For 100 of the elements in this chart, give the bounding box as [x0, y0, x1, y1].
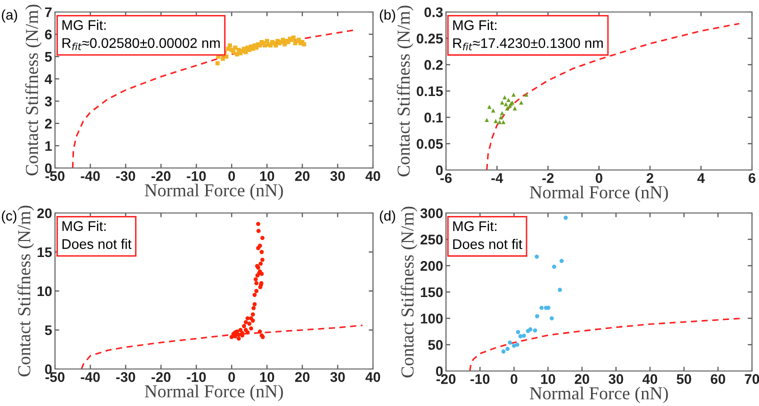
point — [498, 115, 503, 120]
x-tick-label: -40 — [80, 171, 100, 181]
point — [245, 330, 250, 334]
x-tick-label: 10 — [260, 372, 274, 382]
point — [494, 118, 498, 124]
point — [505, 106, 510, 110]
y-tick-label: 0.2 — [424, 60, 443, 70]
point — [260, 258, 264, 262]
point — [518, 334, 523, 338]
y-tick-label: 7 — [45, 7, 52, 18]
y-axis-title: Contact Stiffness (N/m) — [17, 206, 34, 376]
y-tick-label: 300 — [420, 208, 443, 218]
point — [233, 46, 238, 50]
x-tick-label: 4 — [697, 173, 705, 183]
point — [251, 306, 256, 310]
x-tick-label: -20 — [152, 372, 170, 382]
point — [505, 346, 510, 351]
point — [516, 330, 520, 334]
x-tick-label: 30 — [608, 374, 624, 384]
y-tick-label: 5 — [44, 325, 52, 336]
x-tick-label: 10 — [541, 374, 556, 384]
y-tick-label: 150 — [420, 287, 443, 298]
x-tick-label: 20 — [295, 171, 310, 181]
y-tick-label: 0.3 — [424, 7, 443, 18]
point — [484, 118, 489, 122]
point — [256, 228, 261, 234]
chart-title: (d) — [380, 210, 396, 224]
x-tick-label: -40 — [80, 372, 100, 382]
x-tick-label: 0 — [596, 173, 602, 183]
x-tick-label: -20 — [152, 171, 170, 181]
annotation: MG Fit: Does not fit — [62, 220, 132, 249]
x-tick-label: 30 — [330, 372, 345, 382]
y-tick-label: 3 — [44, 96, 52, 106]
chart-title: (b) — [380, 10, 396, 22]
y-tick-label: 0.15 — [416, 86, 443, 96]
x-tick-label: 30 — [330, 171, 345, 181]
point — [550, 316, 554, 320]
x-tick-label: -50 — [46, 372, 64, 382]
point — [250, 318, 255, 323]
y-tick-label: 4 — [44, 74, 52, 84]
x-tick-label: 40 — [642, 374, 658, 384]
point — [512, 106, 517, 110]
x-tick-label: -10 — [470, 374, 490, 384]
x-tick-label: 40 — [365, 171, 380, 181]
point — [228, 43, 232, 48]
y-tick-label: 200 — [420, 261, 443, 271]
point — [508, 340, 512, 345]
x-tick-label: 50 — [676, 374, 692, 384]
y-axis-title: Contact Stiffness (N/m) — [396, 6, 414, 176]
point — [220, 56, 225, 61]
point — [260, 250, 264, 254]
point — [258, 262, 263, 266]
point — [522, 334, 526, 338]
y-tick-label: 50 — [428, 340, 443, 350]
point — [501, 120, 506, 124]
point — [254, 281, 258, 286]
x-tick-label: -10 — [186, 171, 206, 181]
y-tick-label: 0.25 — [416, 34, 443, 44]
point — [215, 61, 220, 66]
point — [491, 108, 496, 113]
point — [258, 329, 262, 334]
x-tick-label: -30 — [116, 171, 136, 181]
x-tick-label: 0 — [228, 372, 235, 382]
point — [260, 236, 264, 240]
x-tick-label: -6 — [440, 173, 452, 183]
point — [501, 349, 506, 354]
point — [564, 216, 568, 220]
y-tick-label: 5 — [44, 52, 52, 62]
y-tick-label: 10 — [38, 286, 52, 296]
x-tick-label: -50 — [46, 171, 64, 181]
x-tick-label: 20 — [295, 372, 310, 382]
y-axis-title: Contact Stiffness (N/m) — [25, 4, 42, 176]
x-tick-label: 40 — [365, 372, 380, 382]
point — [282, 42, 287, 46]
point — [254, 277, 258, 282]
point — [539, 306, 544, 310]
x-tick-label: 2 — [646, 173, 654, 183]
x-tick-label: 70 — [744, 374, 759, 384]
point — [500, 100, 504, 105]
point — [528, 327, 532, 332]
point — [560, 258, 564, 264]
y-axis-title: Contact Stiffness (N/m) — [400, 206, 418, 378]
point — [250, 312, 255, 316]
chart-title: (a) — [2, 10, 18, 22]
point — [247, 322, 252, 326]
y-tick-label: 0 — [45, 163, 52, 174]
point — [502, 95, 507, 100]
x-tick-label: -30 — [116, 372, 136, 382]
point — [233, 334, 238, 338]
point — [535, 314, 540, 318]
point — [252, 292, 257, 297]
x-tick-label: 20 — [574, 374, 590, 384]
point — [236, 336, 241, 341]
x-tick-label: 0 — [228, 171, 235, 181]
y-tick-label: 250 — [420, 234, 443, 245]
point — [258, 244, 262, 248]
point — [254, 288, 258, 294]
point — [245, 316, 250, 320]
y-tick-label: 100 — [420, 314, 443, 324]
point — [242, 324, 246, 328]
